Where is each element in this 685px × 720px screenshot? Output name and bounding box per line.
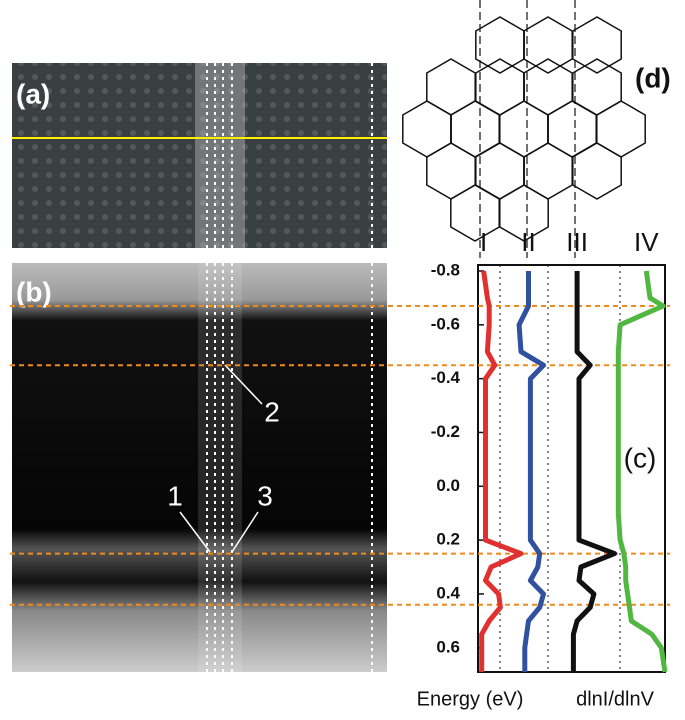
hexagon — [597, 101, 645, 157]
panel-label: (c) — [624, 442, 657, 473]
annotation: 2 — [264, 396, 280, 427]
x-axis-label: Energy (eV) — [417, 688, 524, 710]
legend-label: II — [521, 227, 535, 257]
panel-label: (a) — [16, 78, 50, 109]
hexagon — [500, 101, 548, 157]
hexagon — [427, 59, 475, 115]
hexagon — [476, 59, 524, 115]
annotation: 1 — [167, 480, 183, 511]
y-tick-label: -0.4 — [431, 368, 461, 387]
hexagon — [524, 59, 572, 115]
hexagon — [451, 101, 499, 157]
hexagon — [451, 185, 499, 241]
legend-label: I — [480, 227, 487, 257]
panel-label: (b) — [16, 276, 52, 307]
hexagon — [573, 143, 621, 199]
series-line — [519, 271, 543, 672]
hexagon — [524, 17, 572, 73]
lattice — [403, 17, 645, 241]
image-bright-stripe — [195, 63, 245, 248]
image-bright-stripe — [198, 263, 242, 672]
legend-label: III — [566, 227, 588, 257]
hexagon — [548, 101, 596, 157]
panel-label: (d) — [635, 62, 671, 93]
hexagon — [476, 17, 524, 73]
y-tick-label: -0.8 — [431, 260, 460, 279]
y-axis-label: dlnI/dlnV — [576, 688, 654, 710]
y-tick-label: 0.2 — [436, 530, 460, 549]
y-tick-label: 0.4 — [436, 583, 460, 602]
y-tick-label: 0.0 — [436, 476, 460, 495]
y-tick-label: -0.2 — [431, 422, 460, 441]
hexagon — [573, 17, 621, 73]
series-line — [482, 271, 521, 672]
series-line — [573, 271, 614, 672]
hexagon — [573, 59, 621, 115]
y-tick-label: 0.6 — [436, 637, 460, 656]
hexagon — [403, 101, 451, 157]
y-tick-label: -0.6 — [431, 314, 460, 333]
lattice-guides — [480, 0, 575, 258]
legend-label: IV — [634, 227, 659, 257]
figure: (a) (b) 1 2 3 (d) (c) Energy (eV) dlnI/d… — [0, 0, 685, 720]
hexagon — [427, 143, 475, 199]
hexagon — [524, 143, 572, 199]
hexagon — [476, 143, 524, 199]
annotation: 3 — [257, 480, 273, 511]
